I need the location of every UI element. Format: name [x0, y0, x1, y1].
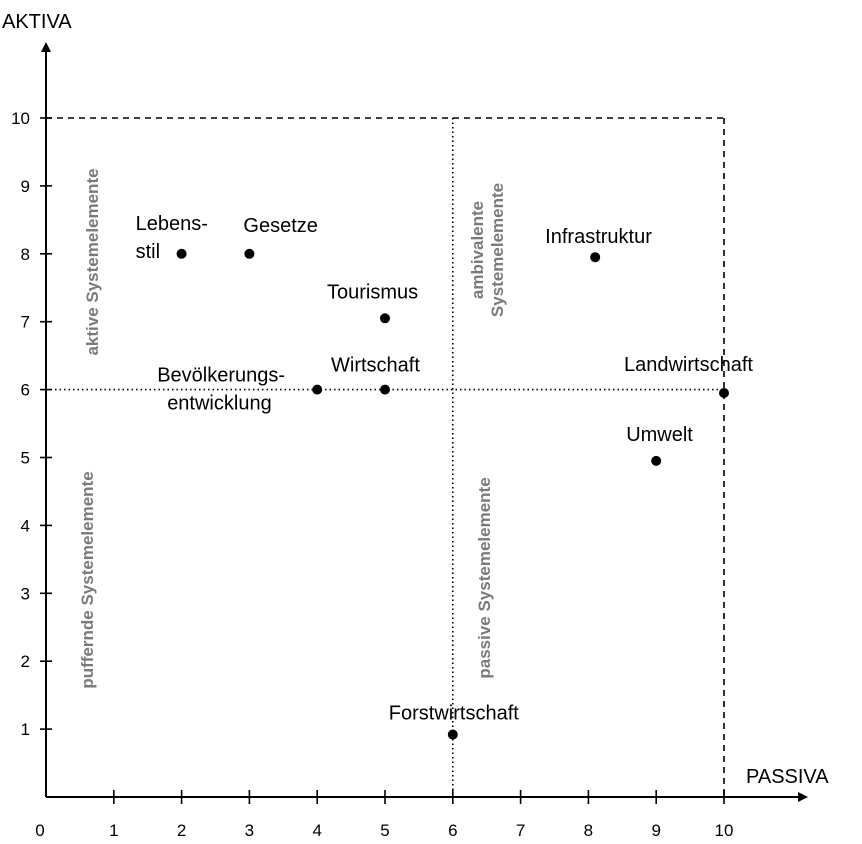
x-tick-label: 6 — [448, 821, 457, 840]
quadrant-label-line: aktive Systemelemente — [83, 168, 102, 355]
quadrant-label-ambivalente: ambivalente Systemelemente — [468, 183, 507, 317]
y-axis-title: AKTIVA — [2, 11, 72, 33]
data-point — [176, 248, 187, 259]
y-tick-label: 4 — [21, 516, 30, 535]
y-tick-label: 6 — [21, 381, 30, 400]
data-point-label: Landwirtschaft — [624, 354, 753, 376]
data-point — [447, 729, 458, 740]
data-point — [380, 384, 390, 395]
data-point — [312, 384, 323, 395]
data-point-label: stil — [136, 241, 160, 263]
x-tick-label: 0 — [35, 821, 44, 840]
quadrant-label-line: ambivalente — [468, 201, 487, 299]
y-tick-label: 1 — [21, 720, 30, 739]
data-point-label: Umwelt — [626, 424, 693, 446]
data-point-label: Forstwirtschaft — [389, 703, 519, 725]
data-point-label: Gesetze — [243, 215, 317, 237]
x-tick-label: 7 — [516, 821, 525, 840]
data-point — [651, 455, 662, 466]
quadrant-label-line: passive Systemelemente — [475, 477, 494, 678]
data-point — [719, 387, 729, 398]
quadrant-label-line: puffernde Systemelemente — [78, 471, 97, 688]
data-point — [380, 313, 390, 324]
y-tick-label: 8 — [21, 245, 30, 264]
quadrant-label-aktive: aktive Systemelemente — [83, 168, 102, 355]
x-axis-title: PASSIVA — [746, 766, 829, 788]
x-tick-label: 2 — [177, 821, 186, 840]
x-tick-label: 3 — [245, 821, 254, 840]
quadrant-label-line: Systemelemente — [488, 183, 507, 317]
x-tick-label: 5 — [380, 821, 389, 840]
y-tick-label: 9 — [21, 177, 30, 196]
y-tick-label: 7 — [21, 313, 30, 332]
data-point-label: entwicklung — [167, 393, 272, 415]
y-tick-label: 10 — [11, 109, 30, 128]
x-tick-label: 4 — [312, 821, 321, 840]
data-point-label: Bevölkerungs- — [157, 365, 285, 387]
quadrant-label-puffernde: puffernde Systemelemente — [78, 471, 97, 688]
y-tick-label: 2 — [21, 652, 30, 671]
data-point — [590, 252, 601, 263]
data-point — [244, 248, 255, 259]
data-point-label: Infrastruktur — [545, 226, 652, 248]
quadrant-label-passive: passive Systemelemente — [475, 477, 494, 678]
x-tick-label: 8 — [584, 821, 593, 840]
y-tick-label: 5 — [21, 449, 30, 468]
y-tick-label: 3 — [21, 584, 30, 603]
data-point-label: Wirtschaft — [331, 355, 420, 377]
x-tick-label: 1 — [109, 821, 118, 840]
x-tick-label: 9 — [651, 821, 660, 840]
x-tick-label: 10 — [715, 821, 734, 840]
data-point-label: Tourismus — [327, 281, 418, 303]
data-point-label: Lebens- — [136, 213, 208, 235]
